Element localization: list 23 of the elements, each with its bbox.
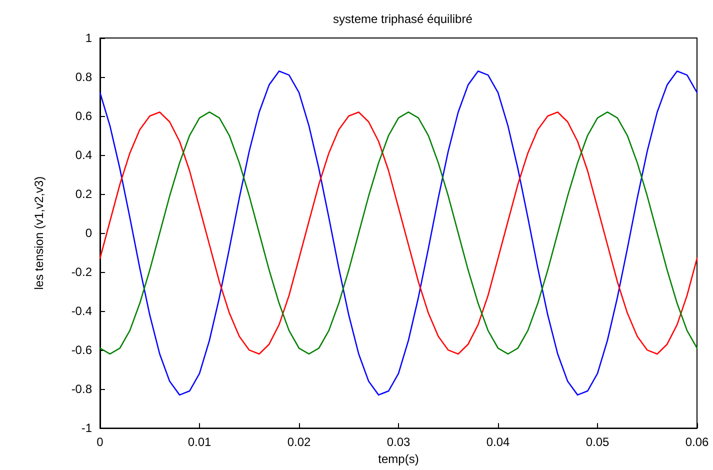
x-tick-label: 0.02 [287,435,311,450]
y-tick-label: -0.4 [71,304,92,318]
x-tick-label: 0 [96,435,104,450]
y-tick-label: 0.4 [75,148,92,162]
line-series [99,111,698,355]
y-tick-label: 0.2 [75,187,92,202]
y-tick-label: -0.8 [71,382,92,396]
y-tick-label: -1 [81,421,92,436]
y-tick-label: -0.6 [71,343,92,358]
y-tick-label: 0.6 [75,109,92,124]
y-tick-label: 0.8 [75,70,92,84]
y-axis-title: les tension (v1,v2,v3) [32,176,46,290]
chart-title: systeme triphasé équilibré [333,12,473,26]
x-tick-label: 0.04 [486,435,510,450]
line-series [99,70,698,396]
x-tick-label: 0.03 [386,435,410,450]
x-axis-title: temp(s) [378,452,419,466]
y-tick-label: -0.2 [71,265,92,280]
y-tick-label: 0 [85,226,92,240]
x-tick-label: 0.05 [586,435,610,450]
x-tick-label: 0.01 [188,435,212,450]
x-tick-label: 0.06 [685,435,709,450]
y-tick-label: 1 [85,31,92,45]
